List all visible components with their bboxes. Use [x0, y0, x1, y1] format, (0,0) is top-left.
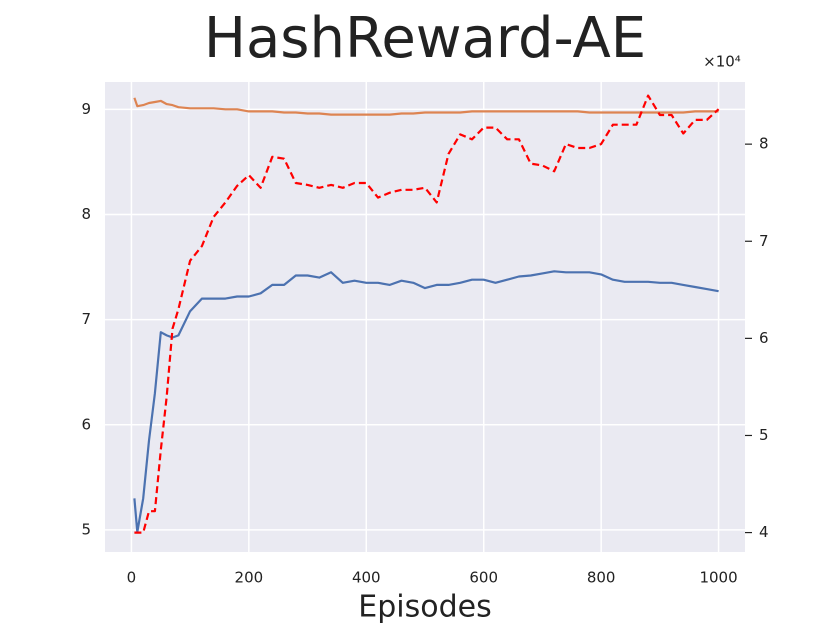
series-line [133, 270, 719, 534]
y-tick-label: 7 [81, 310, 91, 328]
y2-tick-label: 7 [759, 232, 769, 250]
series-line [134, 94, 720, 534]
plot-area [105, 82, 745, 552]
x-tick-label: 0 [127, 569, 137, 587]
x-tick-label: 1000 [699, 569, 737, 587]
y2-offset-label: ×10⁴ [703, 53, 741, 71]
x-tick-label: 400 [352, 569, 381, 587]
y2-tick-label: 8 [759, 135, 769, 153]
y2-tick-label: 6 [759, 329, 769, 347]
y-tick-label: 6 [81, 415, 91, 433]
chart-title: HashReward-AE [204, 6, 646, 71]
x-tick-label: 800 [587, 569, 616, 587]
y2-tick-label: 5 [759, 426, 769, 444]
y-tick-label: 9 [81, 100, 91, 118]
x-tick-label: 200 [235, 569, 264, 587]
x-tick-label: 600 [469, 569, 498, 587]
series-line [133, 97, 719, 116]
y2-tick-label: 4 [759, 523, 769, 541]
y-tick-label: 8 [81, 205, 91, 223]
y-tick-label: 5 [81, 520, 91, 538]
x-axis-label: Episodes [358, 590, 491, 623]
